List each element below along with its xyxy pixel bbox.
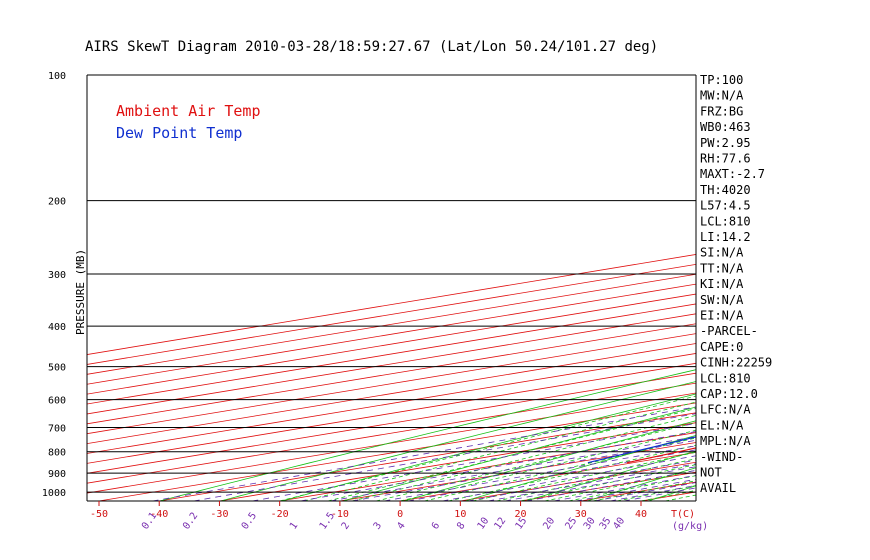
side-panel-item: PW:2.95 xyxy=(700,136,751,150)
isotherm-line xyxy=(87,372,696,474)
mixing-ratio-label: 8 xyxy=(455,520,467,531)
moist-adiabat-line xyxy=(375,422,696,501)
isotherm-line xyxy=(87,392,696,494)
bottom-temp-tick-label: -20 xyxy=(271,509,289,520)
side-panel-item: MAXT:-2.7 xyxy=(700,167,765,181)
bottom-temp-tick-label: 30 xyxy=(575,509,587,520)
pressure-tick-label: 200 xyxy=(48,197,66,208)
mixing-ratio-line xyxy=(352,439,696,501)
bottom-temp-tick-label: -50 xyxy=(90,509,108,520)
side-panel-item: SI:N/A xyxy=(700,246,744,260)
bottom-temperature-ticks: -50 -40 -30 -20 -10 0 10 20 30 40 xyxy=(90,501,647,520)
side-panel-item: TP:100 xyxy=(700,73,743,87)
pressure-tick-label: 100 xyxy=(48,71,66,82)
pressure-tick-label: 900 xyxy=(48,469,66,480)
side-panel-item: CAP:12.0 xyxy=(700,387,758,401)
side-panel-item: MW:N/A xyxy=(700,89,744,103)
mixing-ratio-label: 1 xyxy=(288,520,300,531)
moist-adiabat-line xyxy=(424,437,696,501)
legend-dew-point-temp: Dew Point Temp xyxy=(116,124,242,142)
grid-layers xyxy=(87,200,696,501)
isotherm-line xyxy=(87,273,696,375)
mixing-ratio-line xyxy=(193,413,696,501)
isotherm-line xyxy=(87,382,696,484)
side-panel-item: SW:N/A xyxy=(700,293,744,307)
mixing-ratio-label: 6 xyxy=(430,520,442,531)
pressure-tick-label: 600 xyxy=(48,396,66,407)
isobar-lines xyxy=(87,200,696,493)
side-panel-item: RH:77.6 xyxy=(700,152,751,166)
bottom-temp-tick-label: 10 xyxy=(454,509,466,520)
pressure-tick-label: 400 xyxy=(48,322,66,333)
side-panel-item: MPL:N/A xyxy=(700,434,751,448)
mixing-ratio-line xyxy=(252,423,696,501)
side-panel-item: LCL:810 xyxy=(700,371,751,385)
isotherm-line xyxy=(87,353,696,454)
side-panel-item: TT:N/A xyxy=(700,261,744,275)
moist-adiabat-line xyxy=(303,401,696,501)
moist-adiabat-line xyxy=(448,444,696,501)
isotherm-line xyxy=(87,283,696,385)
side-panel-item: TH:4020 xyxy=(700,183,751,197)
side-panel-item: FRZ:BG xyxy=(700,104,743,118)
isotherm-line xyxy=(87,362,696,464)
bottom-temp-tick-label: -10 xyxy=(331,509,349,520)
pressure-tick-label: 800 xyxy=(48,448,66,459)
mixing-ratio-label: 4 xyxy=(395,520,407,531)
y-axis-label: PRESSURE (MB) xyxy=(74,249,87,335)
isotherm-line xyxy=(87,333,696,435)
bottom-temp-tick-label: -30 xyxy=(210,509,228,520)
side-panel-item: NOT xyxy=(700,466,722,480)
pressure-tick-label: 500 xyxy=(48,363,66,374)
moist-adiabat-line xyxy=(496,458,696,501)
isotherm-line xyxy=(98,402,696,501)
mixing-ratio-line xyxy=(300,431,696,501)
side-panel-item: -PARCEL- xyxy=(700,324,758,338)
isotherm-line xyxy=(87,254,696,355)
side-panel-item: CAPE:0 xyxy=(700,340,743,354)
moist-adiabat-line xyxy=(279,395,696,501)
stats-side-panel: TP:100MW:N/AFRZ:BGWB0:463PW:2.95RH:77.6M… xyxy=(700,73,772,495)
moist-adiabat-line xyxy=(327,408,696,501)
side-panel-item: LI:14.2 xyxy=(700,230,751,244)
side-panel-item: LFC:N/A xyxy=(700,403,751,417)
chart-title: AIRS SkewT Diagram 2010-03-28/18:59:27.6… xyxy=(85,39,658,55)
mixing-ratio-lines xyxy=(152,406,696,501)
side-panel-item: CINH:22259 xyxy=(700,356,772,370)
isotherm-line xyxy=(87,343,696,445)
side-panel-item: L57:4.5 xyxy=(700,199,751,213)
side-panel-item: KI:N/A xyxy=(700,277,744,291)
mixing-ratio-line xyxy=(152,406,696,501)
side-panel-item: AVAIL xyxy=(700,481,736,495)
isotherm-line xyxy=(87,263,696,365)
isotherm-line xyxy=(219,422,696,501)
legend-ambient-air-temp: Ambient Air Temp xyxy=(116,102,261,120)
side-panel-item: LCL:810 xyxy=(700,214,751,228)
mixing-ratio-label: 2 xyxy=(340,520,352,531)
side-panel-item: EL:N/A xyxy=(700,418,744,432)
isotherm-line xyxy=(159,412,696,501)
bottom-temp-tick-label: 0 xyxy=(397,509,403,520)
pressure-tick-label: 1000 xyxy=(42,488,66,499)
mixing-ratio-unit-label: (g/kg) xyxy=(672,521,708,532)
bottom-temp-tick-label: 40 xyxy=(635,509,647,520)
isotherm-lines xyxy=(87,254,696,501)
x-axis-unit-label: T(C) xyxy=(671,509,695,520)
pressure-tick-label: 700 xyxy=(48,424,66,435)
bottom-temp-tick-label: -40 xyxy=(150,509,168,520)
bottom-temp-tick-label: 20 xyxy=(515,509,527,520)
pressure-tick-labels: 100 200 300 400 500 600 700 800 900 1000 xyxy=(42,71,66,499)
pressure-tick-label: 300 xyxy=(48,270,66,281)
side-panel-item: EI:N/A xyxy=(700,309,744,323)
side-panel-item: -WIND- xyxy=(700,450,743,464)
mixing-ratio-label: 3 xyxy=(372,520,384,531)
mixing-ratio-line xyxy=(330,436,696,501)
side-panel-item: WB0:463 xyxy=(700,120,751,134)
